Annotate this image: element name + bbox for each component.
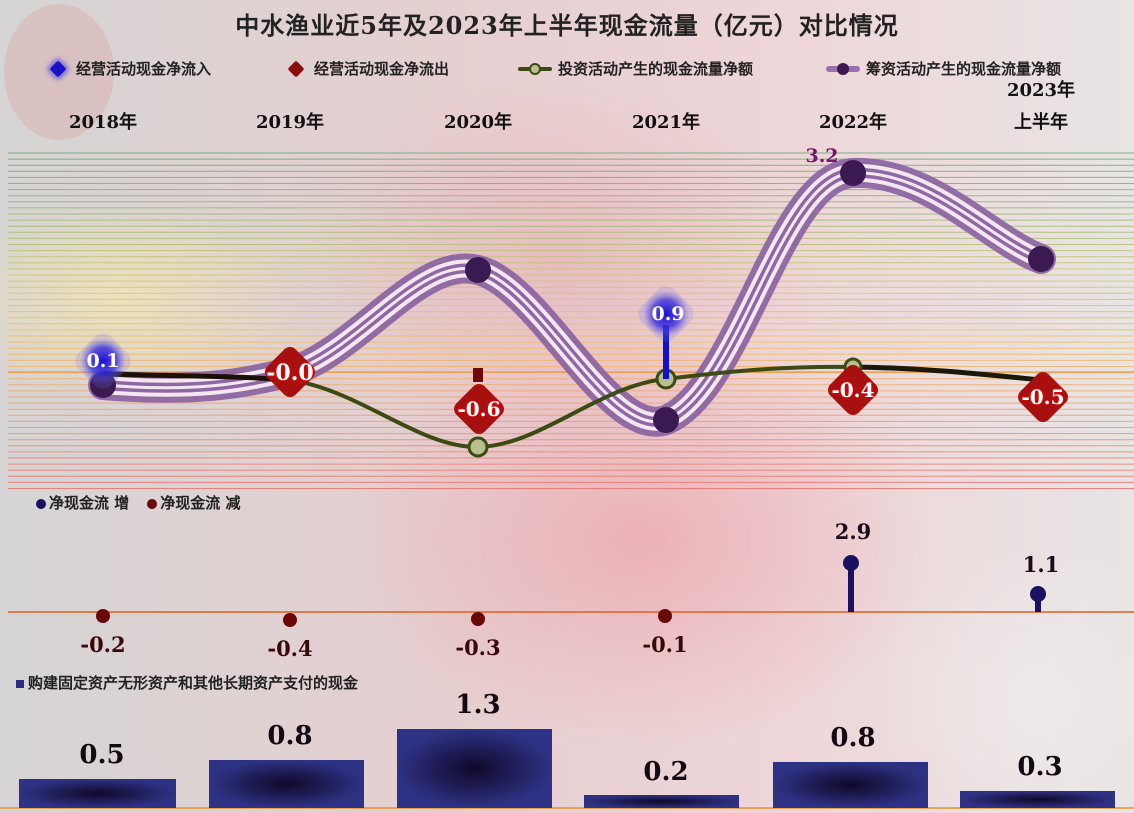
legend-operating-outflow: 经营活动现金净流出 xyxy=(287,58,450,79)
financing-peak-label: 3.2 xyxy=(805,145,839,167)
legend-label: 投资活动产生的现金流量净额 xyxy=(558,60,754,78)
green-line-marker-icon xyxy=(518,62,552,75)
legend-label: 经营活动现金净流出 xyxy=(314,60,450,78)
operating-marker-2019 xyxy=(265,347,315,397)
operating-marker-2018 xyxy=(75,333,131,389)
capex-label-2019: 0.8 xyxy=(267,721,313,751)
capex-label-2023h1: 0.3 xyxy=(1017,752,1063,782)
capex-bars xyxy=(19,729,1115,808)
net-label-2020: -0.3 xyxy=(455,635,501,660)
legend-financing: 筹资活动产生的现金流量净额 xyxy=(826,58,1061,79)
net-label-2021: -0.1 xyxy=(642,632,688,657)
inflow-stem-2021 xyxy=(663,325,669,379)
outflow-stem-2020 xyxy=(473,368,483,382)
capex-label-2018: 0.5 xyxy=(79,740,125,770)
operating-label-2019: -0.0 xyxy=(266,360,314,386)
year-label-2023: 2023年 xyxy=(1006,80,1076,101)
legend-net-increase: 净现金流 增 xyxy=(36,492,129,513)
legend-label: 筹资活动产生的现金流量净额 xyxy=(866,60,1062,78)
capex-label-2020: 1.3 xyxy=(455,690,501,720)
net-label-2018: -0.2 xyxy=(80,632,126,657)
year-label-2021: 2021年 xyxy=(631,112,701,133)
capex-label-2021: 0.2 xyxy=(643,757,689,787)
capex-legend: 购建固定资产无形资产和其他长期资产支付的现金 xyxy=(16,672,358,693)
year-label-2018: 2018年 xyxy=(68,112,138,133)
legend-investing: 投资活动产生的现金流量净额 xyxy=(518,58,753,79)
net-label-2019: -0.4 xyxy=(267,636,313,661)
chart-title: 中水渔业近5年及2023年上半年现金流量（亿元）对比情况 xyxy=(235,11,899,40)
operating-marker-2023h1 xyxy=(1018,372,1068,422)
capex-label-2022: 0.8 xyxy=(830,723,876,753)
square-icon xyxy=(16,680,24,688)
operating-label-2020: -0.6 xyxy=(457,397,501,421)
purple-line-marker-icon xyxy=(826,62,860,75)
year-label-2023-h1: 上半年 xyxy=(1014,112,1068,133)
net-markers xyxy=(96,555,1046,627)
operating-label-2022: -0.4 xyxy=(831,378,875,402)
year-label-2022: 2022年 xyxy=(818,112,888,133)
net-label-2023h1: 1.1 xyxy=(1022,552,1060,577)
operating-marker-2022 xyxy=(828,365,878,415)
legend-operating-inflow: 经营活动现金净流入 xyxy=(49,58,212,79)
operating-label-2023h1: -0.5 xyxy=(1021,385,1065,409)
operating-marker-2020 xyxy=(454,384,504,434)
operating-marker-2021 xyxy=(638,286,694,342)
legend-label: 经营活动现金净流入 xyxy=(76,60,212,78)
operating-label-2021: 0.9 xyxy=(651,303,685,325)
legend-net-decrease: 净现金流 减 xyxy=(147,492,240,513)
net-label-2022: 2.9 xyxy=(834,519,872,544)
net-cashflow-legend: 净现金流 增 净现金流 减 xyxy=(36,492,240,513)
year-label-2019: 2019年 xyxy=(255,112,325,133)
year-label-2020: 2020年 xyxy=(443,112,513,133)
operating-label-2018: 0.1 xyxy=(86,350,120,372)
